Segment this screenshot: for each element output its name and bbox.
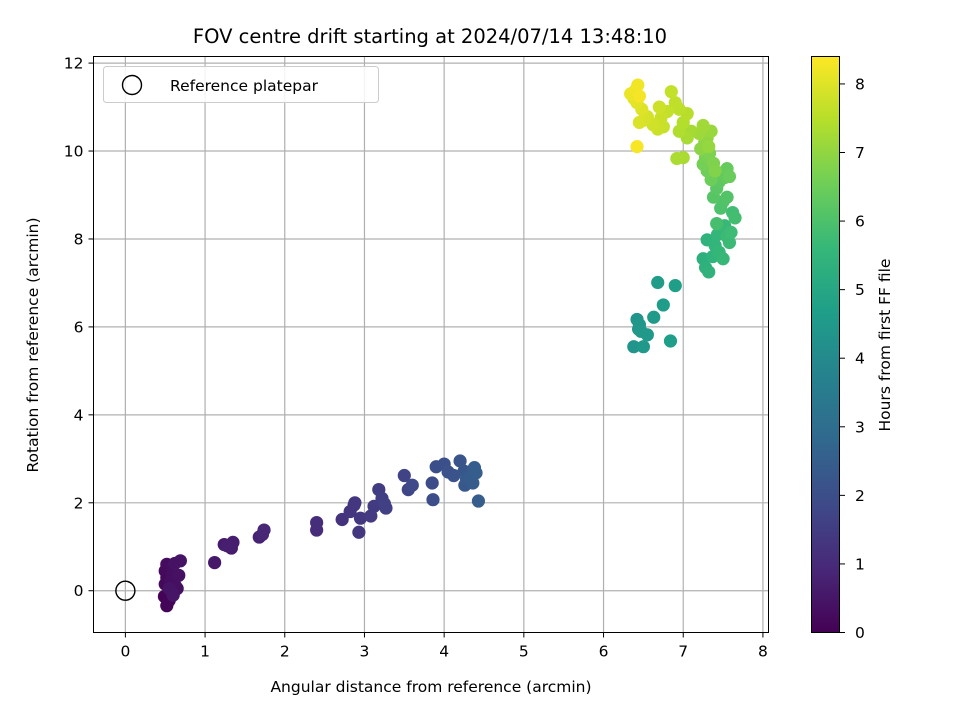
x-tick-label: 1 (200, 643, 210, 661)
data-point (627, 340, 641, 354)
y-tick-label: 6 (74, 318, 84, 336)
data-point (172, 568, 186, 582)
data-point (651, 275, 665, 290)
x-tick-label: 3 (360, 643, 370, 661)
colorbar-tick-label: 3 (855, 418, 865, 436)
data-point (310, 515, 324, 530)
data-point (702, 265, 716, 279)
y-tick-label: 10 (64, 143, 84, 161)
data-point (405, 478, 419, 492)
data-point (656, 298, 670, 312)
y-tick-label: 4 (74, 406, 84, 424)
x-tick-label: 7 (678, 643, 688, 661)
data-point (220, 539, 234, 553)
colorbar-tick-label: 0 (855, 624, 865, 642)
y-axis-label: Rotation from reference (arcmin) (24, 217, 42, 472)
data-point (425, 476, 439, 490)
colorbar-tick-label: 4 (855, 350, 865, 368)
colorbar-tick-label: 7 (855, 144, 865, 162)
y-tick-label: 12 (64, 55, 84, 73)
data-point (397, 468, 411, 483)
colorbar-tick-label: 6 (855, 213, 865, 231)
data-point (640, 328, 654, 342)
data-point (166, 588, 180, 602)
x-axis-ticks: 0 1 2 3 4 5 6 7 8 (120, 632, 768, 661)
data-point (664, 85, 678, 99)
data-point (720, 190, 734, 204)
x-tick-label: 5 (519, 643, 529, 661)
data-point (728, 211, 742, 225)
data-point (353, 511, 368, 525)
data-point (696, 118, 710, 133)
y-tick-label: 0 (74, 582, 84, 600)
data-point (348, 496, 362, 510)
chart-title: FOV centre drift starting at 2024/07/14 … (193, 25, 667, 48)
data-point (471, 494, 486, 508)
data-point (722, 235, 737, 250)
legend: Reference platepar (103, 66, 379, 103)
data-point (632, 89, 646, 103)
colorbar-frame (811, 56, 840, 633)
data-point (668, 278, 682, 293)
data-point (647, 310, 661, 324)
colorbar-label: Hours from first FF file (876, 259, 894, 432)
data-point (257, 523, 271, 537)
data-point (469, 466, 483, 480)
y-axis-ticks: 0 2 4 6 8 10 12 (64, 55, 94, 600)
x-tick-label: 8 (758, 643, 768, 661)
data-point (208, 555, 222, 570)
data-point (702, 140, 716, 154)
x-tick-label: 2 (280, 643, 290, 661)
data-point (710, 216, 724, 231)
data-point (631, 78, 645, 92)
y-tick-label: 2 (74, 494, 84, 512)
data-point (632, 115, 646, 130)
y-tick-label: 8 (74, 230, 84, 248)
data-point (636, 340, 650, 354)
x-tick-label: 6 (599, 643, 609, 661)
data-point (663, 334, 678, 348)
data-point (722, 169, 737, 184)
colorbar-tick-label: 8 (855, 75, 865, 93)
colorbar-ticks: 0 1 2 3 4 5 6 7 8 (840, 75, 865, 642)
data-point (168, 556, 182, 571)
x-tick-label: 0 (120, 643, 130, 661)
data-point (716, 252, 730, 266)
data-point (724, 225, 738, 239)
data-point (670, 151, 684, 166)
data-point (453, 454, 467, 468)
data-point (630, 140, 644, 154)
data-point (668, 96, 682, 110)
data-point (447, 468, 461, 483)
plot-area-frame (93, 56, 769, 633)
data-points (157, 78, 742, 613)
colorbar (811, 56, 840, 633)
data-point (352, 525, 366, 539)
x-axis-label: Angular distance from reference (arcmin) (270, 678, 591, 696)
data-point (708, 164, 722, 178)
data-point (426, 493, 440, 507)
colorbar-tick-label: 5 (855, 281, 865, 299)
colorbar-tick-label: 1 (855, 555, 865, 573)
colorbar-tick-label: 2 (855, 487, 865, 505)
data-point (652, 100, 666, 114)
data-point (379, 501, 393, 515)
x-tick-label: 4 (439, 643, 449, 661)
reference-marker (115, 580, 136, 601)
legend-label: Reference platepar (170, 77, 319, 95)
legend-marker (121, 74, 143, 96)
legend-box (103, 66, 379, 103)
data-point (466, 476, 480, 490)
